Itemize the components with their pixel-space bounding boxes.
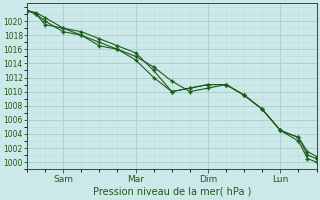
X-axis label: Pression niveau de la mer( hPa ): Pression niveau de la mer( hPa ) — [92, 187, 251, 197]
